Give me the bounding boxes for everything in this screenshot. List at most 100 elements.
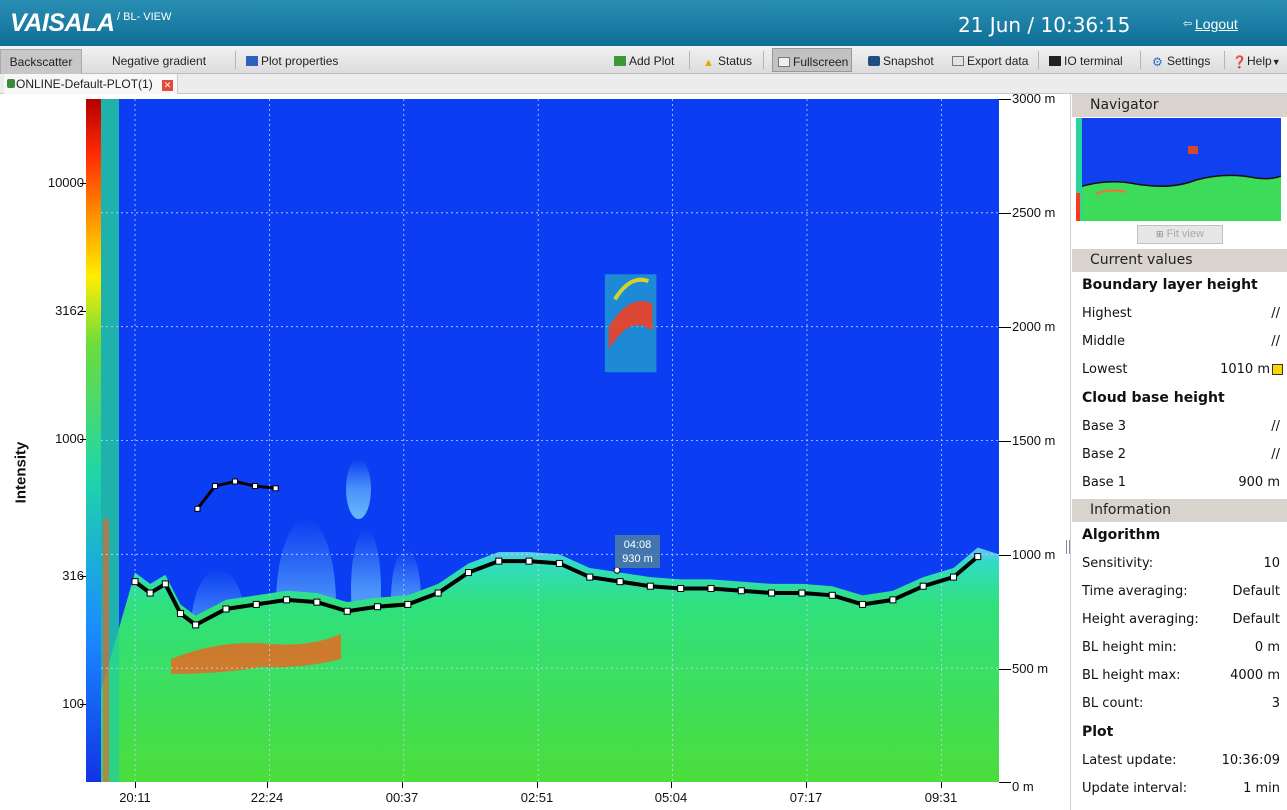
export-data-button[interactable]: Export data bbox=[952, 48, 1028, 72]
lowest-color-swatch[interactable] bbox=[1272, 364, 1283, 375]
bl-middle-row: Middle // bbox=[1082, 334, 1280, 354]
plot-properties-icon bbox=[246, 56, 258, 66]
toolbar-divider bbox=[763, 51, 764, 69]
plot-info-title: Plot bbox=[1082, 724, 1114, 740]
document-tab-strip: ONLINE-Default-PLOT(1) ✕ bbox=[0, 74, 1287, 94]
plot-canvas bbox=[101, 99, 999, 782]
intensity-tick-label: 1000 bbox=[55, 431, 84, 446]
boundary-layer-point bbox=[859, 600, 867, 608]
boundary-layer-point bbox=[222, 605, 230, 613]
status-label: Status bbox=[718, 54, 753, 68]
row-value: // bbox=[1271, 306, 1280, 321]
boundary-layer-point bbox=[192, 621, 200, 629]
time-averaging-row: Time averaging: Default bbox=[1082, 584, 1280, 604]
toolbar-divider bbox=[235, 51, 236, 69]
tab-backscatter[interactable]: Backscatter bbox=[0, 49, 82, 74]
intensity-tick-label: 316 bbox=[62, 568, 84, 583]
intensity-tick bbox=[80, 704, 86, 705]
boundary-layer-point bbox=[707, 584, 715, 592]
elevated-layer-point bbox=[272, 485, 279, 492]
row-value: 1010 m bbox=[1220, 362, 1270, 377]
close-icon[interactable]: ✕ bbox=[162, 80, 174, 91]
backscatter-plot[interactable] bbox=[101, 99, 999, 782]
warning-icon: ▲ bbox=[703, 57, 714, 69]
boundary-layer-point bbox=[434, 589, 442, 597]
row-value: 1 min bbox=[1243, 781, 1280, 796]
information-header: Information bbox=[1072, 499, 1287, 522]
panel-splitter-handle[interactable] bbox=[1066, 540, 1070, 554]
elevated-layer-point bbox=[212, 483, 219, 490]
boundary-layer-point bbox=[252, 600, 260, 608]
side-panel: Navigator ⊞ Fit view Current values Boun… bbox=[1070, 94, 1287, 810]
boundary-layer-height-title: Boundary layer height bbox=[1082, 277, 1258, 293]
boundary-layer-series bbox=[131, 478, 982, 629]
terminal-icon bbox=[1049, 56, 1061, 66]
document-tab[interactable]: ONLINE-Default-PLOT(1) ✕ bbox=[4, 74, 179, 94]
tab-negative-gradient[interactable]: Negative gradient bbox=[111, 54, 207, 68]
intensity-tick bbox=[80, 311, 86, 312]
boundary-layer-point bbox=[283, 596, 291, 604]
boundary-layer-point bbox=[919, 582, 927, 590]
height-tick-label: 500 m bbox=[1012, 661, 1049, 676]
status-button[interactable]: ▲ Status bbox=[703, 48, 752, 72]
update-interval-row: Update interval: 1 min bbox=[1082, 781, 1280, 801]
add-plot-icon bbox=[614, 56, 626, 66]
toolbar-divider bbox=[1140, 51, 1141, 69]
fit-view-button[interactable]: ⊞ Fit view bbox=[1137, 225, 1223, 244]
fullscreen-button[interactable]: Fullscreen bbox=[772, 48, 852, 72]
time-tick-label: 05:04 bbox=[654, 790, 688, 805]
snapshot-label: Snapshot bbox=[883, 54, 934, 68]
time-tick bbox=[537, 782, 538, 788]
intensity-tick-label: 10000 bbox=[47, 175, 84, 190]
navigator-preview[interactable] bbox=[1076, 118, 1281, 221]
boundary-layer-point bbox=[586, 573, 594, 581]
help-button[interactable]: ❓Help▼ bbox=[1232, 48, 1281, 72]
time-tick bbox=[135, 782, 136, 788]
logout-icon[interactable]: ⇦ bbox=[1183, 17, 1193, 30]
row-value: 4000 m bbox=[1230, 668, 1280, 683]
boundary-layer-point bbox=[495, 557, 503, 565]
snapshot-button[interactable]: Snapshot bbox=[868, 48, 934, 72]
intensity-tick bbox=[80, 439, 86, 440]
plot-properties-button[interactable]: Plot properties bbox=[246, 48, 338, 72]
app-header: VAISALA / BL- VIEW 21 Jun / 10:36:15 ⇦ L… bbox=[0, 0, 1287, 46]
intensity-tick-label: 3162 bbox=[55, 303, 84, 318]
toolbar-divider bbox=[1038, 51, 1039, 69]
cloud-base-1-row: Base 1 900 m bbox=[1082, 475, 1280, 495]
gear-icon: ⚙ bbox=[1152, 55, 1163, 69]
time-tick bbox=[402, 782, 403, 788]
current-values-header: Current values bbox=[1072, 249, 1287, 272]
add-plot-button[interactable]: Add Plot bbox=[614, 48, 674, 72]
settings-button[interactable]: ⚙ Settings bbox=[1152, 48, 1210, 72]
time-tick bbox=[671, 782, 672, 788]
bl-highest-row: Highest // bbox=[1082, 306, 1280, 326]
row-key: Time averaging: bbox=[1082, 584, 1188, 599]
haze-plume bbox=[346, 459, 371, 519]
row-key: Lowest bbox=[1082, 362, 1128, 377]
time-tick bbox=[806, 782, 807, 788]
height-tick bbox=[999, 327, 1011, 328]
fullscreen-label: Fullscreen bbox=[793, 55, 849, 69]
height-tick bbox=[999, 669, 1011, 670]
time-tick-label: 07:17 bbox=[789, 790, 823, 805]
cloud-base-3-row: Base 3 // bbox=[1082, 419, 1280, 439]
help-icon: ❓ bbox=[1232, 55, 1247, 69]
height-tick bbox=[999, 99, 1011, 100]
logout-link[interactable]: Logout bbox=[1195, 16, 1238, 32]
plot-properties-label: Plot properties bbox=[261, 54, 339, 68]
fit-view-icon: ⊞ bbox=[1156, 229, 1164, 239]
plot-doc-icon bbox=[7, 79, 15, 88]
bl-height-max-row: BL height max: 4000 m bbox=[1082, 668, 1280, 688]
row-value: Default bbox=[1232, 584, 1281, 599]
settings-label: Settings bbox=[1167, 54, 1211, 68]
row-value: // bbox=[1271, 419, 1280, 434]
export-data-label: Export data bbox=[967, 54, 1029, 68]
row-key: BL height max: bbox=[1082, 668, 1181, 683]
height-tick bbox=[999, 441, 1011, 442]
boundary-layer-point bbox=[798, 589, 806, 597]
algorithm-title: Algorithm bbox=[1082, 527, 1161, 543]
io-terminal-button[interactable]: IO terminal bbox=[1049, 48, 1123, 72]
row-key: Base 1 bbox=[1082, 475, 1127, 490]
time-tick-label: 00:37 bbox=[385, 790, 419, 805]
